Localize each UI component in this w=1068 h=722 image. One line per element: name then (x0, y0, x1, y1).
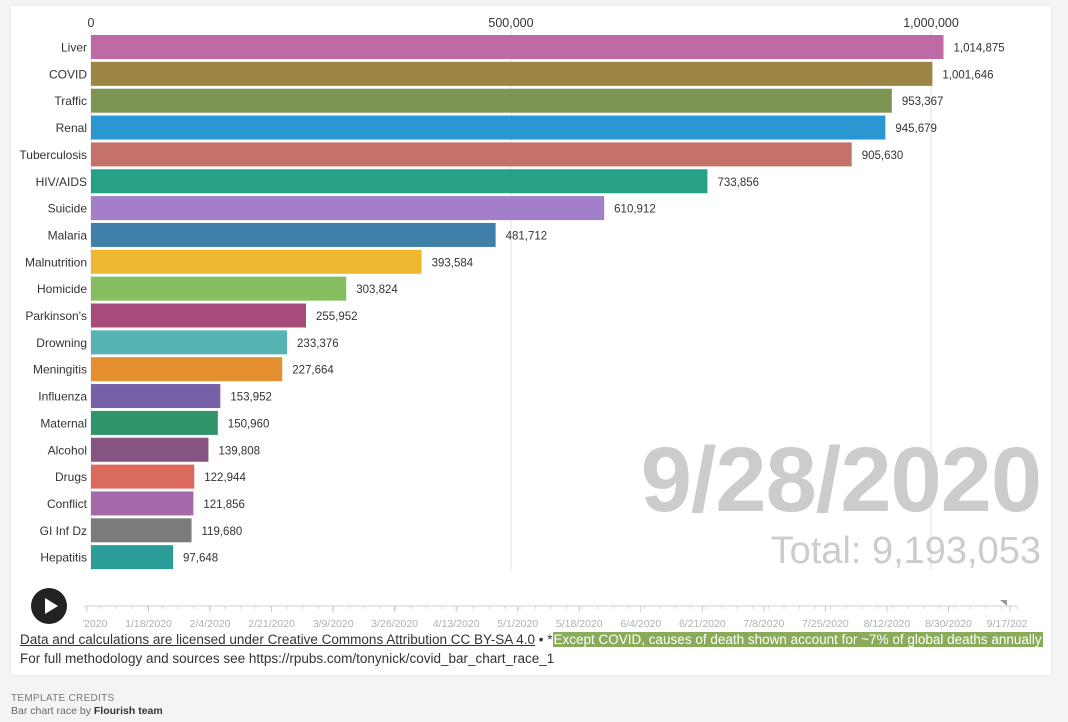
total-label: Total: 9,193,053 (771, 532, 1041, 570)
category-label: Alcohol (48, 443, 87, 457)
timeline-label: 9/17/2020 (987, 618, 1028, 628)
play-icon (45, 598, 58, 614)
category-label: Malnutrition (25, 255, 87, 269)
credits-heading: TEMPLATE CREDITS (11, 693, 115, 704)
methodology-text: For full methodology and sources see htt… (20, 651, 555, 666)
chart-card: 0 500,000 1,000,000 Liver 1,014,875 COVID 1,00… (11, 6, 1051, 675)
category-label: Conflict (47, 497, 88, 511)
category-label: Influenza (38, 390, 87, 404)
timeline-handle[interactable] (1000, 600, 1008, 606)
value-label: 733,856 (717, 177, 759, 189)
category-label: COVID (49, 67, 87, 81)
timeline-label: 7/8/2020 (743, 618, 784, 628)
value-label: 122,944 (204, 472, 246, 484)
value-label: 233,376 (297, 338, 339, 350)
bar-chart: 0 500,000 1,000,000 Liver 1,014,875 COVID 1,00… (19, 16, 1005, 570)
template-credits: TEMPLATE CREDITS Bar chart race by Flour… (11, 692, 163, 718)
bar (91, 169, 708, 194)
timeline-label: 5/18/2020 (556, 618, 603, 628)
bar (91, 357, 283, 382)
timeline-label: 1/1/2020 (83, 618, 108, 628)
category-label: Hepatitis (40, 551, 87, 565)
value-label: 139,808 (218, 445, 260, 457)
value-label: 255,952 (316, 311, 358, 323)
footer-note: Except COVID, causes of death shown acco… (552, 632, 1043, 647)
value-label: 610,912 (614, 204, 656, 216)
value-label: 227,664 (292, 365, 334, 377)
timeline-label: 6/4/2020 (620, 618, 661, 628)
value-label: 905,630 (862, 150, 904, 162)
timeline-slider[interactable]: 1/1/2020 1/18/2020 2/4/2020 2/21/2020 3/9/20… (83, 594, 1028, 628)
category-label: Malaria (48, 228, 88, 242)
x-tick-label: 1,000,000 (903, 16, 959, 30)
category-label: GI Inf Dz (40, 524, 87, 538)
current-date: 9/28/2020 (640, 429, 1042, 531)
value-label: 393,584 (432, 257, 474, 269)
footer-separator: • * (535, 632, 553, 647)
category-label: Meningitis (33, 363, 87, 377)
credits-author[interactable]: Flourish team (93, 705, 163, 717)
timeline-label: 7/25/2020 (802, 618, 849, 628)
category-label: Parkinson's (25, 309, 87, 323)
category-label: Drugs (55, 470, 87, 484)
value-label: 153,952 (230, 392, 272, 404)
bar (91, 115, 886, 140)
timeline-label: 8/12/2020 (864, 618, 911, 628)
credits-line: Bar chart race by Flourish team (11, 705, 163, 718)
bar (91, 61, 933, 86)
category-label: Tuberculosis (19, 148, 87, 162)
category-label: Liver (61, 41, 87, 55)
bar (91, 196, 605, 221)
x-tick-label: 500,000 (488, 16, 533, 30)
value-label: 97,648 (183, 553, 218, 565)
value-label: 303,824 (356, 284, 398, 296)
value-label: 121,856 (203, 499, 245, 511)
timeline-label: 1/18/2020 (125, 618, 172, 628)
bar (91, 35, 944, 59)
category-label: Maternal (40, 416, 87, 430)
category-label: Traffic (54, 94, 87, 108)
timeline-label: 2/21/2020 (248, 618, 295, 628)
bar (91, 518, 192, 543)
footer: Data and calculations are licensed under… (20, 630, 1045, 668)
license-link[interactable]: Data and calculations are licensed under… (20, 632, 536, 647)
value-label: 1,001,646 (942, 69, 993, 81)
timeline-label: 4/13/2020 (433, 618, 480, 628)
category-label: Suicide (48, 202, 88, 216)
play-button[interactable] (31, 588, 67, 624)
value-label: 953,367 (902, 96, 944, 108)
timeline-label: 3/26/2020 (371, 618, 418, 628)
value-label: 945,679 (895, 123, 937, 135)
category-label: HIV/AIDS (36, 175, 87, 189)
bar (91, 545, 174, 570)
bar (91, 88, 892, 113)
category-label: Homicide (37, 282, 87, 296)
credits-prefix: Bar chart race by (11, 705, 94, 717)
value-label: 481,712 (506, 230, 548, 242)
bar (91, 491, 194, 516)
bar (91, 142, 852, 167)
bar (91, 222, 496, 247)
bar (91, 384, 221, 409)
bar (91, 303, 306, 328)
x-tick-label: 0 (88, 16, 95, 30)
bar (91, 249, 422, 274)
value-label: 1,014,875 (953, 43, 1004, 55)
bar (91, 410, 218, 435)
bar (91, 437, 209, 462)
bar (91, 330, 288, 355)
timeline-label: 2/4/2020 (190, 618, 231, 628)
footer-line-1: Data and calculations are licensed under… (20, 630, 1045, 649)
bar (91, 276, 347, 301)
value-label: 150,960 (228, 418, 270, 430)
total-text: Total: 9,193,053 (770, 530, 1041, 572)
timeline-label: 8/30/2020 (925, 618, 972, 628)
bar (91, 464, 195, 489)
category-label: Renal (56, 121, 87, 135)
category-label: Drowning (36, 336, 87, 350)
timeline-label: 3/9/2020 (313, 618, 354, 628)
timeline-label: 6/21/2020 (679, 618, 726, 628)
value-label: 119,680 (202, 526, 243, 538)
timeline-label: 5/1/2020 (497, 618, 538, 628)
